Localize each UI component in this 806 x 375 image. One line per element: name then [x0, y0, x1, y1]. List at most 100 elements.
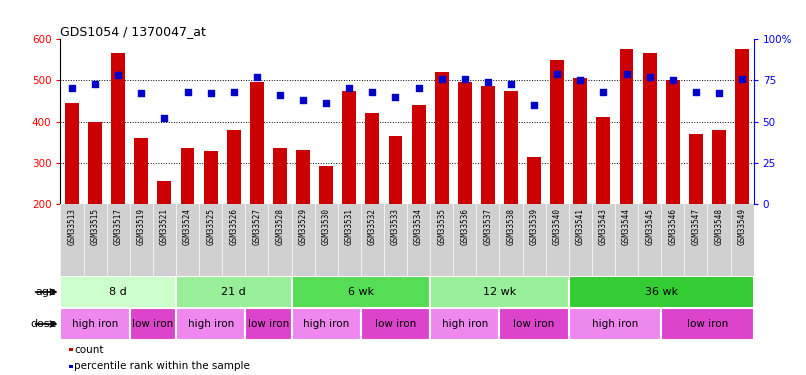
Text: GSM33524: GSM33524: [183, 208, 192, 245]
Point: [273, 92, 286, 98]
Bar: [250, 82, 264, 204]
Bar: [319, 166, 333, 204]
Bar: [60, 308, 130, 340]
Bar: [412, 105, 426, 204]
Point: [459, 76, 472, 82]
Text: count: count: [74, 345, 104, 355]
Text: 36 wk: 36 wk: [645, 287, 678, 297]
Bar: [735, 50, 749, 204]
Bar: [527, 157, 541, 204]
Text: low iron: low iron: [513, 319, 555, 329]
Bar: [226, 130, 241, 204]
Text: high iron: high iron: [303, 319, 349, 329]
Point: [481, 79, 494, 85]
Text: 8 d: 8 d: [110, 287, 127, 297]
Point: [389, 94, 402, 100]
Text: GSM33517: GSM33517: [114, 208, 123, 245]
Bar: [573, 78, 588, 204]
Point: [574, 77, 587, 83]
Text: GSM33540: GSM33540: [553, 208, 562, 245]
Text: GSM33525: GSM33525: [206, 208, 215, 245]
Bar: [430, 308, 500, 340]
Bar: [642, 54, 657, 204]
Text: GSM33532: GSM33532: [368, 208, 377, 245]
Point: [528, 102, 541, 108]
Text: GSM33515: GSM33515: [90, 208, 100, 245]
Point: [736, 76, 749, 82]
Text: age: age: [35, 287, 56, 297]
Bar: [666, 80, 679, 204]
Text: GSM33547: GSM33547: [692, 208, 700, 245]
Text: GSM33535: GSM33535: [437, 208, 447, 245]
Bar: [569, 308, 661, 340]
Point: [366, 89, 379, 95]
Point: [204, 90, 217, 96]
Bar: [361, 308, 430, 340]
Bar: [458, 82, 472, 204]
Text: high iron: high iron: [592, 319, 638, 329]
Text: low iron: low iron: [132, 319, 173, 329]
Point: [620, 70, 633, 76]
Bar: [292, 308, 361, 340]
Point: [320, 100, 333, 106]
Point: [412, 86, 425, 92]
Text: GSM33530: GSM33530: [322, 208, 330, 245]
Bar: [157, 182, 172, 204]
Point: [435, 76, 448, 82]
Text: GSM33513: GSM33513: [68, 208, 77, 245]
Bar: [273, 148, 287, 204]
Point: [251, 74, 264, 80]
Point: [89, 81, 102, 87]
Text: low iron: low iron: [375, 319, 416, 329]
Text: percentile rank within the sample: percentile rank within the sample: [74, 361, 250, 371]
Point: [550, 70, 563, 76]
Text: GSM33527: GSM33527: [252, 208, 261, 245]
Text: GSM33531: GSM33531: [345, 208, 354, 245]
Text: low iron: low iron: [247, 319, 289, 329]
Bar: [661, 308, 754, 340]
Bar: [430, 276, 569, 308]
Point: [112, 72, 125, 78]
Bar: [689, 134, 703, 204]
Bar: [481, 87, 495, 204]
Text: GSM33533: GSM33533: [391, 208, 400, 245]
Text: GSM33521: GSM33521: [160, 208, 169, 245]
Point: [505, 81, 517, 87]
Bar: [343, 91, 356, 204]
Text: GSM33546: GSM33546: [668, 208, 677, 245]
Bar: [181, 148, 194, 204]
Text: GSM33543: GSM33543: [599, 208, 608, 245]
Text: GSM33526: GSM33526: [229, 208, 239, 245]
Text: GSM33528: GSM33528: [276, 208, 285, 245]
Bar: [130, 308, 176, 340]
Text: 12 wk: 12 wk: [483, 287, 516, 297]
Text: low iron: low iron: [687, 319, 728, 329]
Bar: [365, 113, 380, 204]
Point: [643, 74, 656, 80]
Point: [181, 89, 194, 95]
Text: GSM33545: GSM33545: [645, 208, 654, 245]
Text: GSM33541: GSM33541: [575, 208, 585, 245]
Point: [343, 86, 355, 92]
Bar: [500, 308, 569, 340]
Bar: [434, 72, 449, 204]
Text: 6 wk: 6 wk: [347, 287, 374, 297]
Bar: [204, 151, 218, 204]
Text: GSM33534: GSM33534: [414, 208, 423, 245]
Bar: [292, 276, 430, 308]
Bar: [712, 130, 726, 204]
Text: high iron: high iron: [442, 319, 488, 329]
Text: high iron: high iron: [72, 319, 118, 329]
Point: [297, 97, 310, 103]
Point: [227, 89, 240, 95]
Text: GSM33538: GSM33538: [506, 208, 516, 245]
Bar: [176, 276, 292, 308]
Text: GSM33529: GSM33529: [298, 208, 308, 245]
Point: [65, 86, 78, 92]
Text: GSM33539: GSM33539: [530, 208, 538, 245]
Bar: [620, 50, 634, 204]
Bar: [176, 308, 245, 340]
Bar: [245, 308, 292, 340]
Bar: [550, 60, 564, 204]
Bar: [111, 54, 125, 204]
